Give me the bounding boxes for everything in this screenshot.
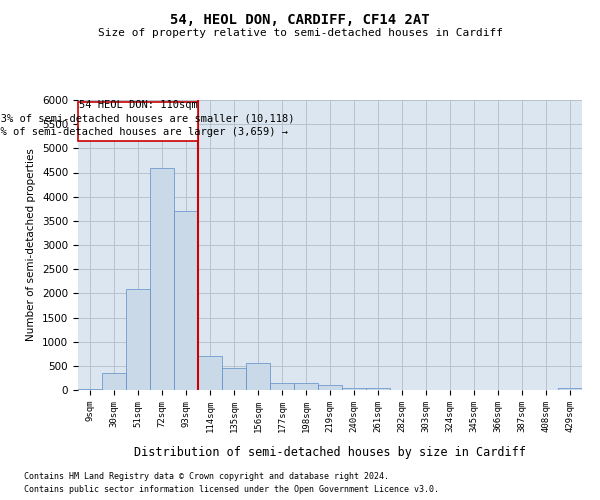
Text: Distribution of semi-detached houses by size in Cardiff: Distribution of semi-detached houses by … — [134, 446, 526, 459]
Text: ← 73% of semi-detached houses are smaller (10,118): ← 73% of semi-detached houses are smalle… — [0, 114, 295, 124]
Bar — [366, 388, 390, 390]
Bar — [174, 211, 198, 390]
Text: 26% of semi-detached houses are larger (3,659) →: 26% of semi-detached houses are larger (… — [0, 128, 288, 138]
Bar — [126, 288, 150, 390]
Bar — [342, 388, 366, 390]
Bar — [246, 364, 270, 390]
FancyBboxPatch shape — [79, 102, 198, 141]
Bar — [558, 388, 582, 390]
Text: Size of property relative to semi-detached houses in Cardiff: Size of property relative to semi-detach… — [97, 28, 503, 38]
Text: 54, HEOL DON, CARDIFF, CF14 2AT: 54, HEOL DON, CARDIFF, CF14 2AT — [170, 12, 430, 26]
Bar — [318, 385, 342, 390]
Bar — [78, 388, 102, 390]
Bar — [294, 383, 318, 390]
Text: Contains HM Land Registry data © Crown copyright and database right 2024.: Contains HM Land Registry data © Crown c… — [24, 472, 389, 481]
Bar — [198, 356, 222, 390]
Y-axis label: Number of semi-detached properties: Number of semi-detached properties — [26, 148, 37, 342]
Text: Contains public sector information licensed under the Open Government Licence v3: Contains public sector information licen… — [24, 485, 439, 494]
Bar — [270, 383, 294, 390]
Bar — [102, 373, 126, 390]
Text: 54 HEOL DON: 110sqm: 54 HEOL DON: 110sqm — [79, 100, 197, 110]
Bar — [150, 168, 174, 390]
Bar — [222, 368, 246, 390]
